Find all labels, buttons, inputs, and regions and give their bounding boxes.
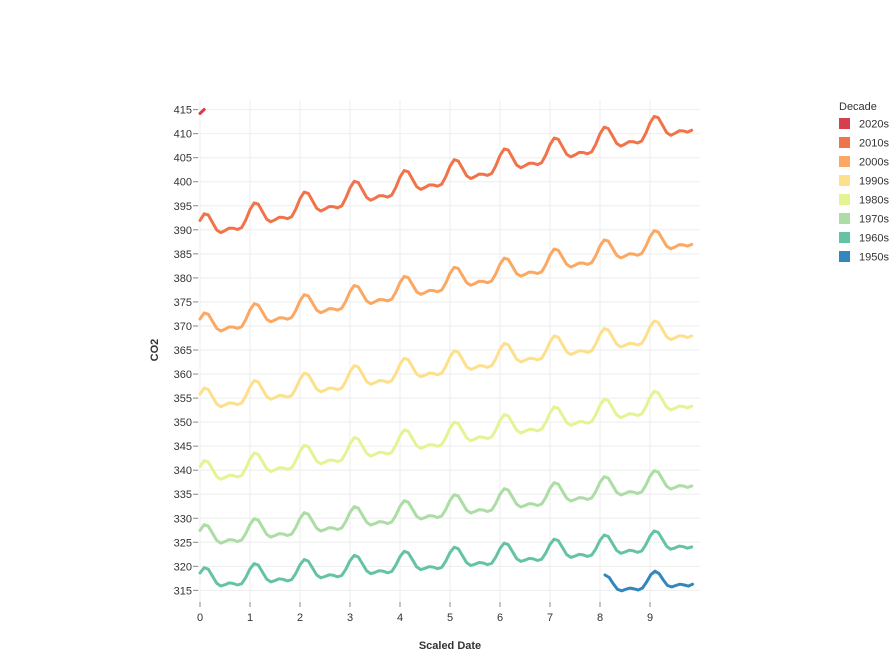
x-tick-label: 9 xyxy=(647,612,653,624)
legend-label-2010s: 2010s xyxy=(859,138,889,150)
grid-layer xyxy=(196,100,700,604)
y-tick-label: 335 xyxy=(174,489,192,501)
series-line-1960s xyxy=(198,529,694,588)
legend-swatch-1980s xyxy=(839,194,850,205)
series-line-1980s xyxy=(198,389,694,481)
y-axis-title: CO2 xyxy=(149,339,161,362)
x-tick-label: 3 xyxy=(347,612,353,624)
x-tick-label: 6 xyxy=(497,612,503,624)
series-layer xyxy=(198,108,694,593)
y-tick-label: 370 xyxy=(174,321,192,333)
x-tick-label: 4 xyxy=(397,612,403,624)
y-tick-label: 345 xyxy=(174,441,192,453)
y-tick-label: 350 xyxy=(174,417,192,429)
x-tick-label: 0 xyxy=(197,612,203,624)
y-tick-label: 400 xyxy=(174,177,192,189)
legend-swatch-2000s xyxy=(839,156,850,167)
x-tick-label: 2 xyxy=(297,612,303,624)
y-tick-label: 390 xyxy=(174,225,192,237)
legend-swatch-2020s xyxy=(839,118,850,129)
legend-label-2000s: 2000s xyxy=(859,157,889,169)
y-tick-label: 385 xyxy=(174,249,192,261)
series-line-1970s xyxy=(198,469,694,545)
y-tick-label: 320 xyxy=(174,561,192,573)
series-line-2010s xyxy=(198,114,694,235)
series-line-2000s xyxy=(198,229,694,333)
legend-swatch-1990s xyxy=(839,175,850,186)
legend: 2020s 2010s 2000s 1990s 1980s 1970s 1960s 1950s xyxy=(839,118,889,264)
series-line-1950s xyxy=(603,569,694,593)
x-tick-label: 5 xyxy=(447,612,453,624)
legend-swatch-1950s xyxy=(839,251,850,262)
y-tick-label: 410 xyxy=(174,129,192,141)
legend-swatch-1970s xyxy=(839,213,850,224)
y-tick-label: 340 xyxy=(174,465,192,477)
y-tick-label: 415 xyxy=(174,105,192,117)
legend-swatch-2010s xyxy=(839,137,850,148)
series-line-1990s xyxy=(198,319,694,409)
y-tick-label: 365 xyxy=(174,345,192,357)
y-tick-label: 355 xyxy=(174,393,192,405)
legend-label-1980s: 1980s xyxy=(859,195,889,207)
axis-layer: 0 1 2 3 4 5 6 7 8 9315320325330335340345350355360… xyxy=(174,105,653,624)
y-tick-label: 315 xyxy=(174,585,192,597)
y-tick-label: 405 xyxy=(174,153,192,165)
x-tick-label: 7 xyxy=(547,612,553,624)
legend-label-1990s: 1990s xyxy=(859,176,889,188)
x-tick-label: 1 xyxy=(247,612,253,624)
y-tick-label: 395 xyxy=(174,201,192,213)
legend-label-1950s: 1950s xyxy=(859,252,889,264)
legend-title: Decade xyxy=(839,101,877,113)
legend-swatch-1960s xyxy=(839,232,850,243)
y-tick-label: 375 xyxy=(174,297,192,309)
legend-label-1970s: 1970s xyxy=(859,214,889,226)
y-tick-label: 360 xyxy=(174,369,192,381)
y-tick-label: 325 xyxy=(174,537,192,549)
series-line-2020s xyxy=(198,108,206,115)
legend-label-2020s: 2020s xyxy=(859,119,889,131)
y-tick-label: 380 xyxy=(174,273,192,285)
x-tick-label: 8 xyxy=(597,612,603,624)
x-axis-title: Scaled Date xyxy=(419,640,481,651)
y-tick-label: 330 xyxy=(174,513,192,525)
legend-label-1960s: 1960s xyxy=(859,233,889,245)
